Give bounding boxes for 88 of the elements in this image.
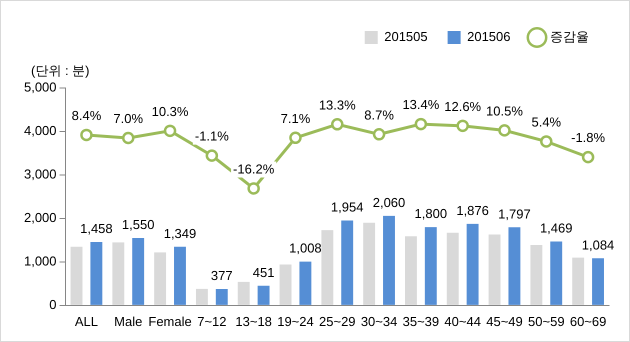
bar: [154, 252, 166, 305]
data-label: 1,349: [164, 226, 196, 241]
bar: [321, 230, 334, 305]
data-label: 7.1%: [280, 110, 311, 126]
y-tick-label: 4,000: [24, 123, 57, 138]
x-tick-label: 40~44: [444, 314, 481, 329]
x-tick-label: 7~12: [197, 314, 226, 329]
bar: [530, 244, 542, 305]
data-label: 377: [210, 268, 233, 284]
legend-label: 201505: [384, 29, 428, 44]
data-label: 1,954: [330, 200, 364, 215]
data-label: 13.4%: [402, 97, 440, 112]
bar: [572, 258, 584, 305]
data-label: 1,458: [80, 221, 113, 236]
y-tick-label: 5,000: [24, 80, 57, 95]
bar: [280, 264, 292, 305]
data-label: -1.8%: [571, 130, 606, 146]
x-tick-label: 13~18: [235, 314, 272, 329]
data-label: 1,550: [122, 217, 154, 232]
bar: [404, 236, 417, 305]
point: [582, 150, 594, 164]
data-label: -16.2%: [233, 162, 275, 177]
x-tick-label: 30~34: [360, 314, 398, 329]
data-label: -1.1%: [194, 128, 230, 144]
point: [498, 124, 511, 137]
point: [372, 128, 386, 141]
data-label: 10.3%: [152, 104, 189, 119]
y-axis-title: (단위 : 분): [31, 63, 90, 78]
data-label: 1,084: [582, 237, 614, 252]
data-label: 8.4%: [72, 108, 102, 124]
bar: [299, 262, 312, 305]
data-label: 8.7%: [364, 107, 394, 122]
x-tick-label: Female: [148, 314, 192, 329]
legend-label: 증감율: [550, 29, 589, 44]
data-label: 451: [252, 264, 274, 280]
bar: [196, 288, 208, 305]
legend-label: 201506: [467, 29, 511, 44]
bar: [446, 232, 459, 305]
bar: [258, 286, 270, 305]
data-label: 1,800: [414, 206, 448, 222]
y-tick-label: 3,000: [24, 166, 57, 182]
x-tick-label: 35~39: [402, 314, 440, 329]
bar: [508, 227, 520, 305]
point: [247, 182, 260, 195]
bar: [488, 234, 501, 305]
y-tick-label: 2,000: [24, 210, 57, 226]
bar: [383, 216, 395, 305]
bar: [466, 224, 479, 305]
data-label: 1,008: [289, 240, 322, 256]
bar: [550, 242, 562, 305]
bar: [238, 282, 250, 305]
data-label: 10.5%: [486, 103, 524, 118]
x-tick-label: Male: [114, 314, 142, 329]
y-tick-label: 1,000: [24, 254, 57, 268]
point: [164, 124, 176, 138]
data-label: 1,797: [498, 206, 531, 222]
bar: [90, 242, 102, 305]
x-tick-label: ALL: [74, 314, 98, 329]
y-tick-label: 0: [49, 296, 57, 312]
point: [289, 132, 302, 144]
point: [414, 118, 428, 130]
data-label: 12.6%: [444, 98, 482, 114]
point: [540, 135, 553, 148]
x-tick-label: 50~59: [528, 314, 565, 329]
bar: [132, 238, 144, 305]
point: [122, 132, 134, 144]
bar: [363, 222, 376, 305]
point: [80, 128, 93, 142]
x-tick-label: 25~29: [319, 314, 356, 329]
data-label: 1,876: [456, 202, 489, 218]
bar: [174, 246, 186, 305]
bar: [216, 289, 228, 305]
bar: [112, 242, 124, 305]
x-tick-label: 19~24: [277, 314, 314, 329]
data-label: 5.4%: [531, 114, 562, 130]
data-label: 1,469: [540, 220, 572, 236]
point: [331, 118, 344, 131]
x-tick-label: 60~69: [570, 314, 606, 329]
bar: [424, 227, 437, 305]
point: [456, 120, 469, 132]
bar: [70, 246, 82, 305]
x-tick-label: 45~49: [486, 314, 523, 329]
point: [206, 149, 218, 162]
data-label: 13.3%: [318, 97, 356, 112]
data-label: 2,060: [372, 194, 406, 210]
bar: [592, 258, 604, 305]
bar: [341, 220, 354, 305]
data-label: 7.0%: [113, 111, 144, 126]
